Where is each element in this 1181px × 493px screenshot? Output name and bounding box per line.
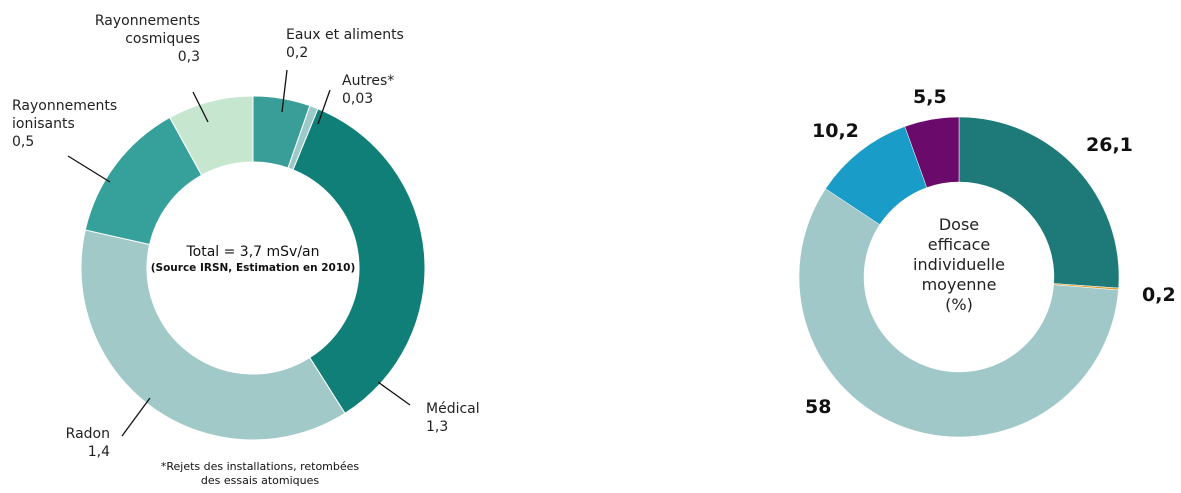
leader-line [192, 91, 209, 123]
center-title: Dose efficace individuelle moyenne (%) [913, 215, 1005, 314]
category-label: Radon [65, 426, 110, 442]
slice [958, 116, 1120, 289]
slice-label: Rayonnements cosmiques 0,3 [60, 12, 200, 66]
slice-label: Médical 1,3 [426, 400, 506, 436]
leader-line [67, 155, 111, 183]
category-label: Médical [426, 401, 480, 417]
slice-label: Eaux et aliments 0,2 [286, 26, 446, 62]
category-label: Rayonnements ionisants [12, 98, 118, 132]
value-label: 0,2 [286, 45, 309, 61]
leader-line [317, 89, 331, 125]
slice [904, 116, 960, 188]
value-label: 26,1 [1086, 134, 1133, 156]
slice-label: Rayonnements ionisants 0,5 [12, 97, 142, 151]
leader-line [121, 397, 151, 437]
slice [798, 188, 1119, 438]
slice [169, 95, 254, 176]
slice [292, 108, 426, 415]
slice-label: Radon 1,4 [30, 425, 110, 461]
leader-line [281, 69, 288, 113]
value-label: 0,5 [12, 134, 35, 150]
value-label: 0,03 [342, 91, 374, 107]
category-label: Rayonnements cosmiques [94, 13, 200, 47]
center-subtitle: (Source IRSN, Estimation en 2010) [150, 262, 356, 274]
value-label: 10,2 [812, 120, 859, 142]
value-label: 1,4 [87, 444, 110, 460]
leader-line [377, 381, 411, 406]
footnote: *Rejets des installations, retombées des… [160, 460, 360, 487]
value-label: 5,5 [913, 86, 947, 108]
value-label: 0,3 [177, 49, 200, 65]
category-label: Autres* [342, 73, 395, 89]
center-title: Total = 3,7 mSv/an [186, 244, 320, 260]
value-label: 58 [805, 396, 832, 418]
category-label: Eaux et aliments [286, 27, 404, 43]
slice-label: Autres* 0,03 [342, 72, 422, 108]
value-label: 0,2 [1142, 284, 1176, 306]
center-text: Total = 3,7 mSv/an (Source IRSN, Estimat… [133, 243, 373, 275]
slice [80, 229, 346, 441]
value-label: 1,3 [426, 419, 449, 435]
